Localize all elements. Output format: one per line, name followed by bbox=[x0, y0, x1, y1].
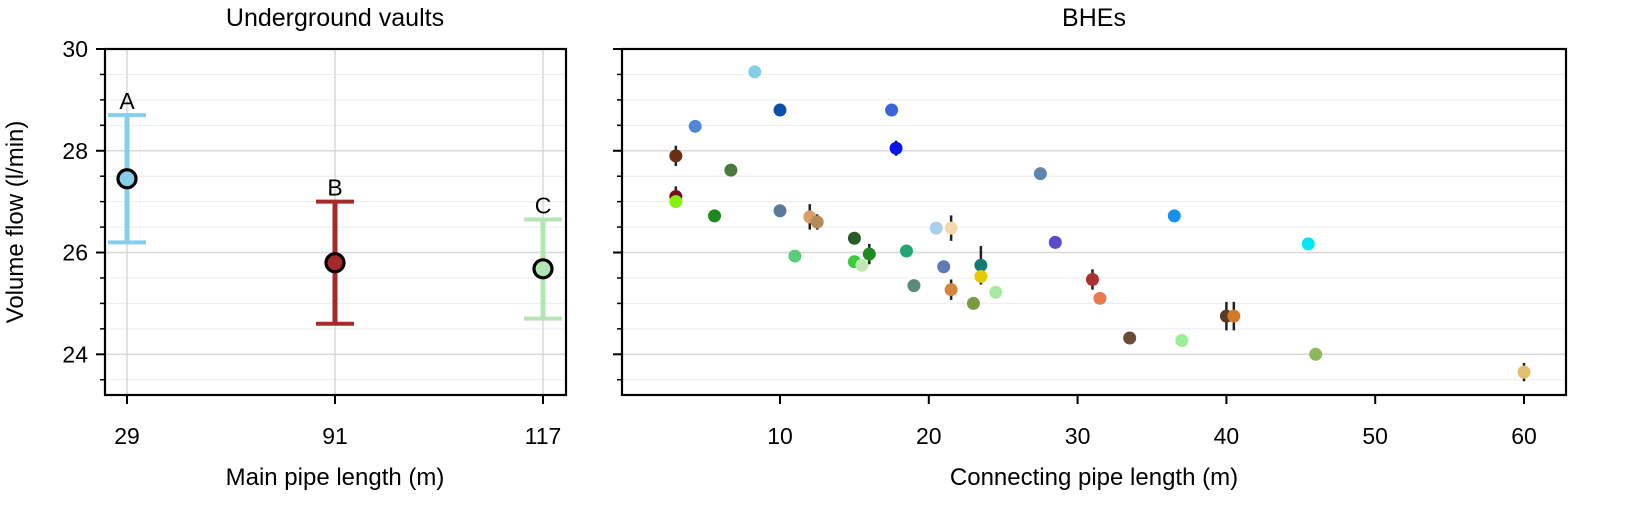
data-point bbox=[116, 168, 138, 190]
y-tick-label: 28 bbox=[62, 138, 88, 164]
data-point bbox=[937, 260, 951, 274]
left-marks: A B C bbox=[108, 88, 562, 326]
data-point bbox=[989, 285, 1003, 299]
data-point bbox=[773, 204, 787, 218]
data-point bbox=[669, 149, 683, 163]
data-point bbox=[788, 249, 802, 263]
data-point bbox=[929, 221, 943, 235]
y-tick-label: 24 bbox=[62, 341, 88, 367]
data-point bbox=[724, 163, 738, 177]
data-point bbox=[1517, 365, 1531, 379]
data-point bbox=[907, 279, 921, 293]
data-point bbox=[966, 296, 980, 310]
data-point bbox=[974, 269, 988, 283]
x-tick-label: 40 bbox=[1214, 423, 1240, 449]
data-point bbox=[773, 103, 787, 117]
x-tick-label: 60 bbox=[1511, 423, 1537, 449]
point-label: C bbox=[535, 192, 552, 218]
x-tick-label: 50 bbox=[1362, 423, 1388, 449]
data-point bbox=[1033, 167, 1047, 181]
data-point bbox=[1085, 272, 1099, 286]
data-point bbox=[810, 215, 824, 229]
x-tick-label: 29 bbox=[114, 423, 140, 449]
x-tick-label: 91 bbox=[322, 423, 348, 449]
right-grid bbox=[622, 48, 1566, 381]
data-point bbox=[862, 247, 876, 261]
left-y-ticks: 24 26 28 30 bbox=[62, 36, 105, 381]
point-label: B bbox=[327, 175, 342, 201]
left-panel-title: Underground vaults bbox=[226, 4, 444, 32]
data-point bbox=[1175, 334, 1189, 348]
right-panel: BHEs 10 20 30 40 50 60 Connecting pipe length… bbox=[613, 4, 1568, 491]
right-plot-frame bbox=[620, 47, 1568, 397]
left-x-axis-label: Main pipe length (m) bbox=[226, 464, 445, 491]
x-tick-label: 117 bbox=[525, 423, 562, 449]
data-point bbox=[1093, 291, 1107, 305]
y-tick-label: 30 bbox=[62, 36, 88, 62]
y-axis-label: Volume flow (l/min) bbox=[2, 121, 29, 324]
left-x-ticks: 29 91 117 bbox=[114, 395, 561, 449]
data-point bbox=[974, 258, 988, 272]
data-point bbox=[1123, 331, 1137, 345]
data-point bbox=[1309, 347, 1323, 361]
data-point bbox=[532, 258, 554, 280]
data-point bbox=[944, 283, 958, 297]
data-point bbox=[1301, 237, 1315, 251]
right-y-ticks bbox=[613, 48, 622, 381]
data-point bbox=[1167, 209, 1181, 223]
data-point bbox=[669, 195, 683, 209]
data-point bbox=[708, 209, 722, 223]
y-tick-label: 26 bbox=[62, 240, 88, 266]
data-point bbox=[885, 103, 899, 117]
point-label: A bbox=[119, 88, 135, 114]
data-point bbox=[855, 258, 869, 272]
data-point bbox=[847, 231, 861, 245]
right-panel-title: BHEs bbox=[1062, 4, 1126, 32]
data-point bbox=[899, 244, 913, 258]
data-point bbox=[688, 119, 702, 133]
data-point bbox=[944, 221, 958, 235]
x-tick-label: 20 bbox=[916, 423, 942, 449]
data-point bbox=[748, 65, 762, 79]
data-point bbox=[1048, 235, 1062, 249]
data-point bbox=[1227, 309, 1241, 323]
x-tick-label: 30 bbox=[1065, 423, 1091, 449]
data-point bbox=[324, 252, 346, 274]
right-x-axis-label: Connecting pipe length (m) bbox=[950, 464, 1238, 491]
right-x-ticks: 10 20 30 40 50 60 bbox=[767, 395, 1537, 449]
right-marks bbox=[669, 65, 1531, 382]
data-point bbox=[889, 141, 903, 155]
x-tick-label: 10 bbox=[767, 423, 793, 449]
